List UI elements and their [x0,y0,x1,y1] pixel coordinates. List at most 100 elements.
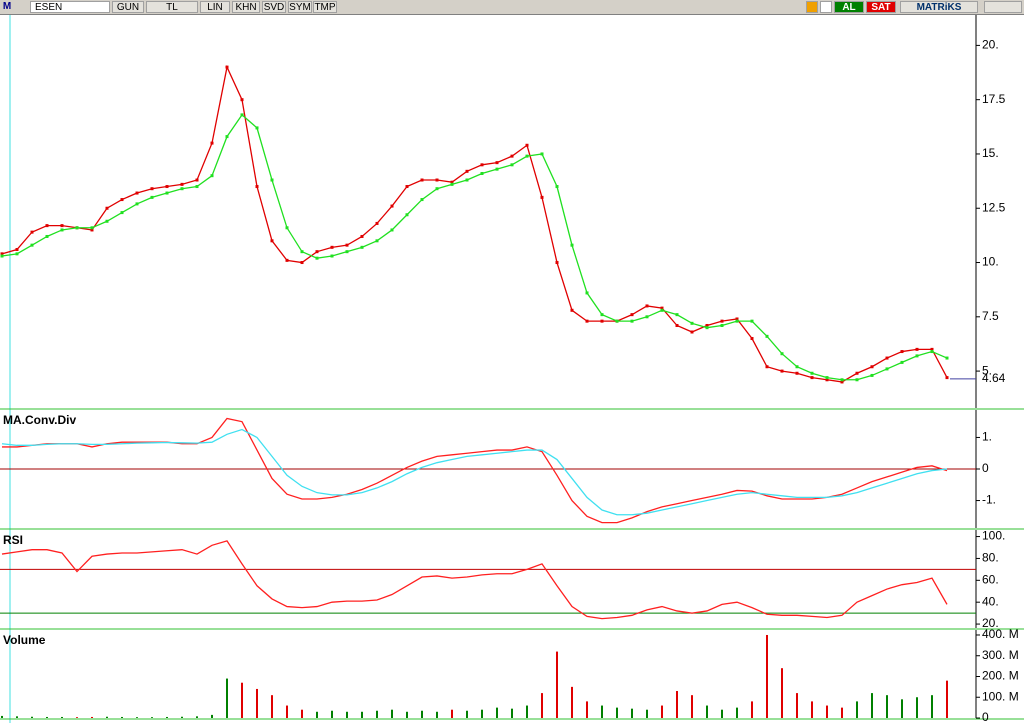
point [930,350,934,354]
series-line [1,65,948,383]
volume-bar [151,717,153,718]
point [210,141,214,145]
point [180,187,184,191]
point [105,219,109,223]
volume-bar [16,716,18,718]
toolbar-button[interactable]: KHN [232,1,260,13]
point [450,180,454,184]
point [375,239,379,243]
volume-bar [316,711,318,718]
point [285,258,289,262]
point [195,178,199,182]
y-tick-label: 200. M [982,669,1019,683]
volume-bar [136,717,138,718]
point [720,323,724,327]
window-controls[interactable] [984,1,1022,13]
point [615,319,619,323]
point [0,254,4,258]
point [135,202,139,206]
volume-bar [1,715,3,718]
point [510,154,514,158]
panel-title: RSI [3,533,23,547]
y-tick-label: 100. [982,529,1005,543]
point [210,174,214,178]
y-tick-label: 10. [982,255,999,269]
volume-bar [331,710,333,718]
volume-bar [166,716,168,718]
point [45,234,49,238]
toolbar-button[interactable]: TL [146,1,198,13]
volume-bar [556,651,558,718]
icon[interactable] [806,1,818,13]
toolbar-button[interactable]: GUN [112,1,144,13]
chart-area: 20. 17.5 15. 12.5 10. 7.5 5.4.64 MA.Conv.Div 1. 0… [0,15,1024,723]
point [300,250,304,254]
volume-bar [841,707,843,718]
volume-bar [211,714,213,718]
volume-bar [91,716,93,718]
volume-bar [796,693,798,718]
symbol-box[interactable]: ESEN [30,1,110,13]
toolbar-button[interactable]: SVD [262,1,286,13]
point [825,376,829,380]
buy-button[interactable]: AL [834,1,864,13]
volume-bar [736,707,738,718]
volume-bar [451,709,453,718]
y-tick-label: 15. [982,146,999,160]
point [330,245,334,249]
toolbar-button[interactable]: TMP [313,1,337,13]
volume-bar [256,688,258,718]
volume-bar [46,716,48,718]
point [900,360,904,364]
point [885,356,889,360]
volume-bar [496,707,498,718]
point [270,178,274,182]
point [645,304,649,308]
volume-bar [661,705,663,718]
point [870,365,874,369]
volume-bar [76,717,78,718]
refresh-icon[interactable] [820,1,832,13]
point [855,371,859,375]
point [360,234,364,238]
point [135,191,139,195]
toolbar-button[interactable]: LIN [200,1,230,13]
point [195,185,199,189]
point [795,365,799,369]
toolbar-button[interactable]: SYM [288,1,312,13]
point [585,319,589,323]
volume-bar [121,716,123,718]
point [285,226,289,230]
toolbar: M ESEN AL SAT MATRiKS GUN TL LIN KHN SVD SYM T… [0,0,1024,15]
point [420,198,424,202]
point [300,261,304,265]
point [705,326,709,330]
series-line [1,113,948,381]
volume-bar [226,678,228,718]
point [840,380,844,384]
volume-bar [181,716,183,718]
volume-bar [361,711,363,718]
volume-bar [406,711,408,718]
point [630,313,634,317]
point [540,152,544,156]
volume-bar [601,705,603,718]
volume-bar [886,695,888,718]
point [630,319,634,323]
point [945,356,949,360]
y-tick-label: 7.5 [982,309,999,323]
volume-bar [271,695,273,718]
point [180,182,184,186]
point [330,254,334,258]
volume-bar [196,716,198,718]
point [465,178,469,182]
volume-bar [301,709,303,718]
point [360,245,364,249]
point [105,206,109,210]
sell-button[interactable]: SAT [866,1,896,13]
logo: M [2,1,12,12]
point [420,178,424,182]
point [405,213,409,217]
volume-bar [526,705,528,718]
